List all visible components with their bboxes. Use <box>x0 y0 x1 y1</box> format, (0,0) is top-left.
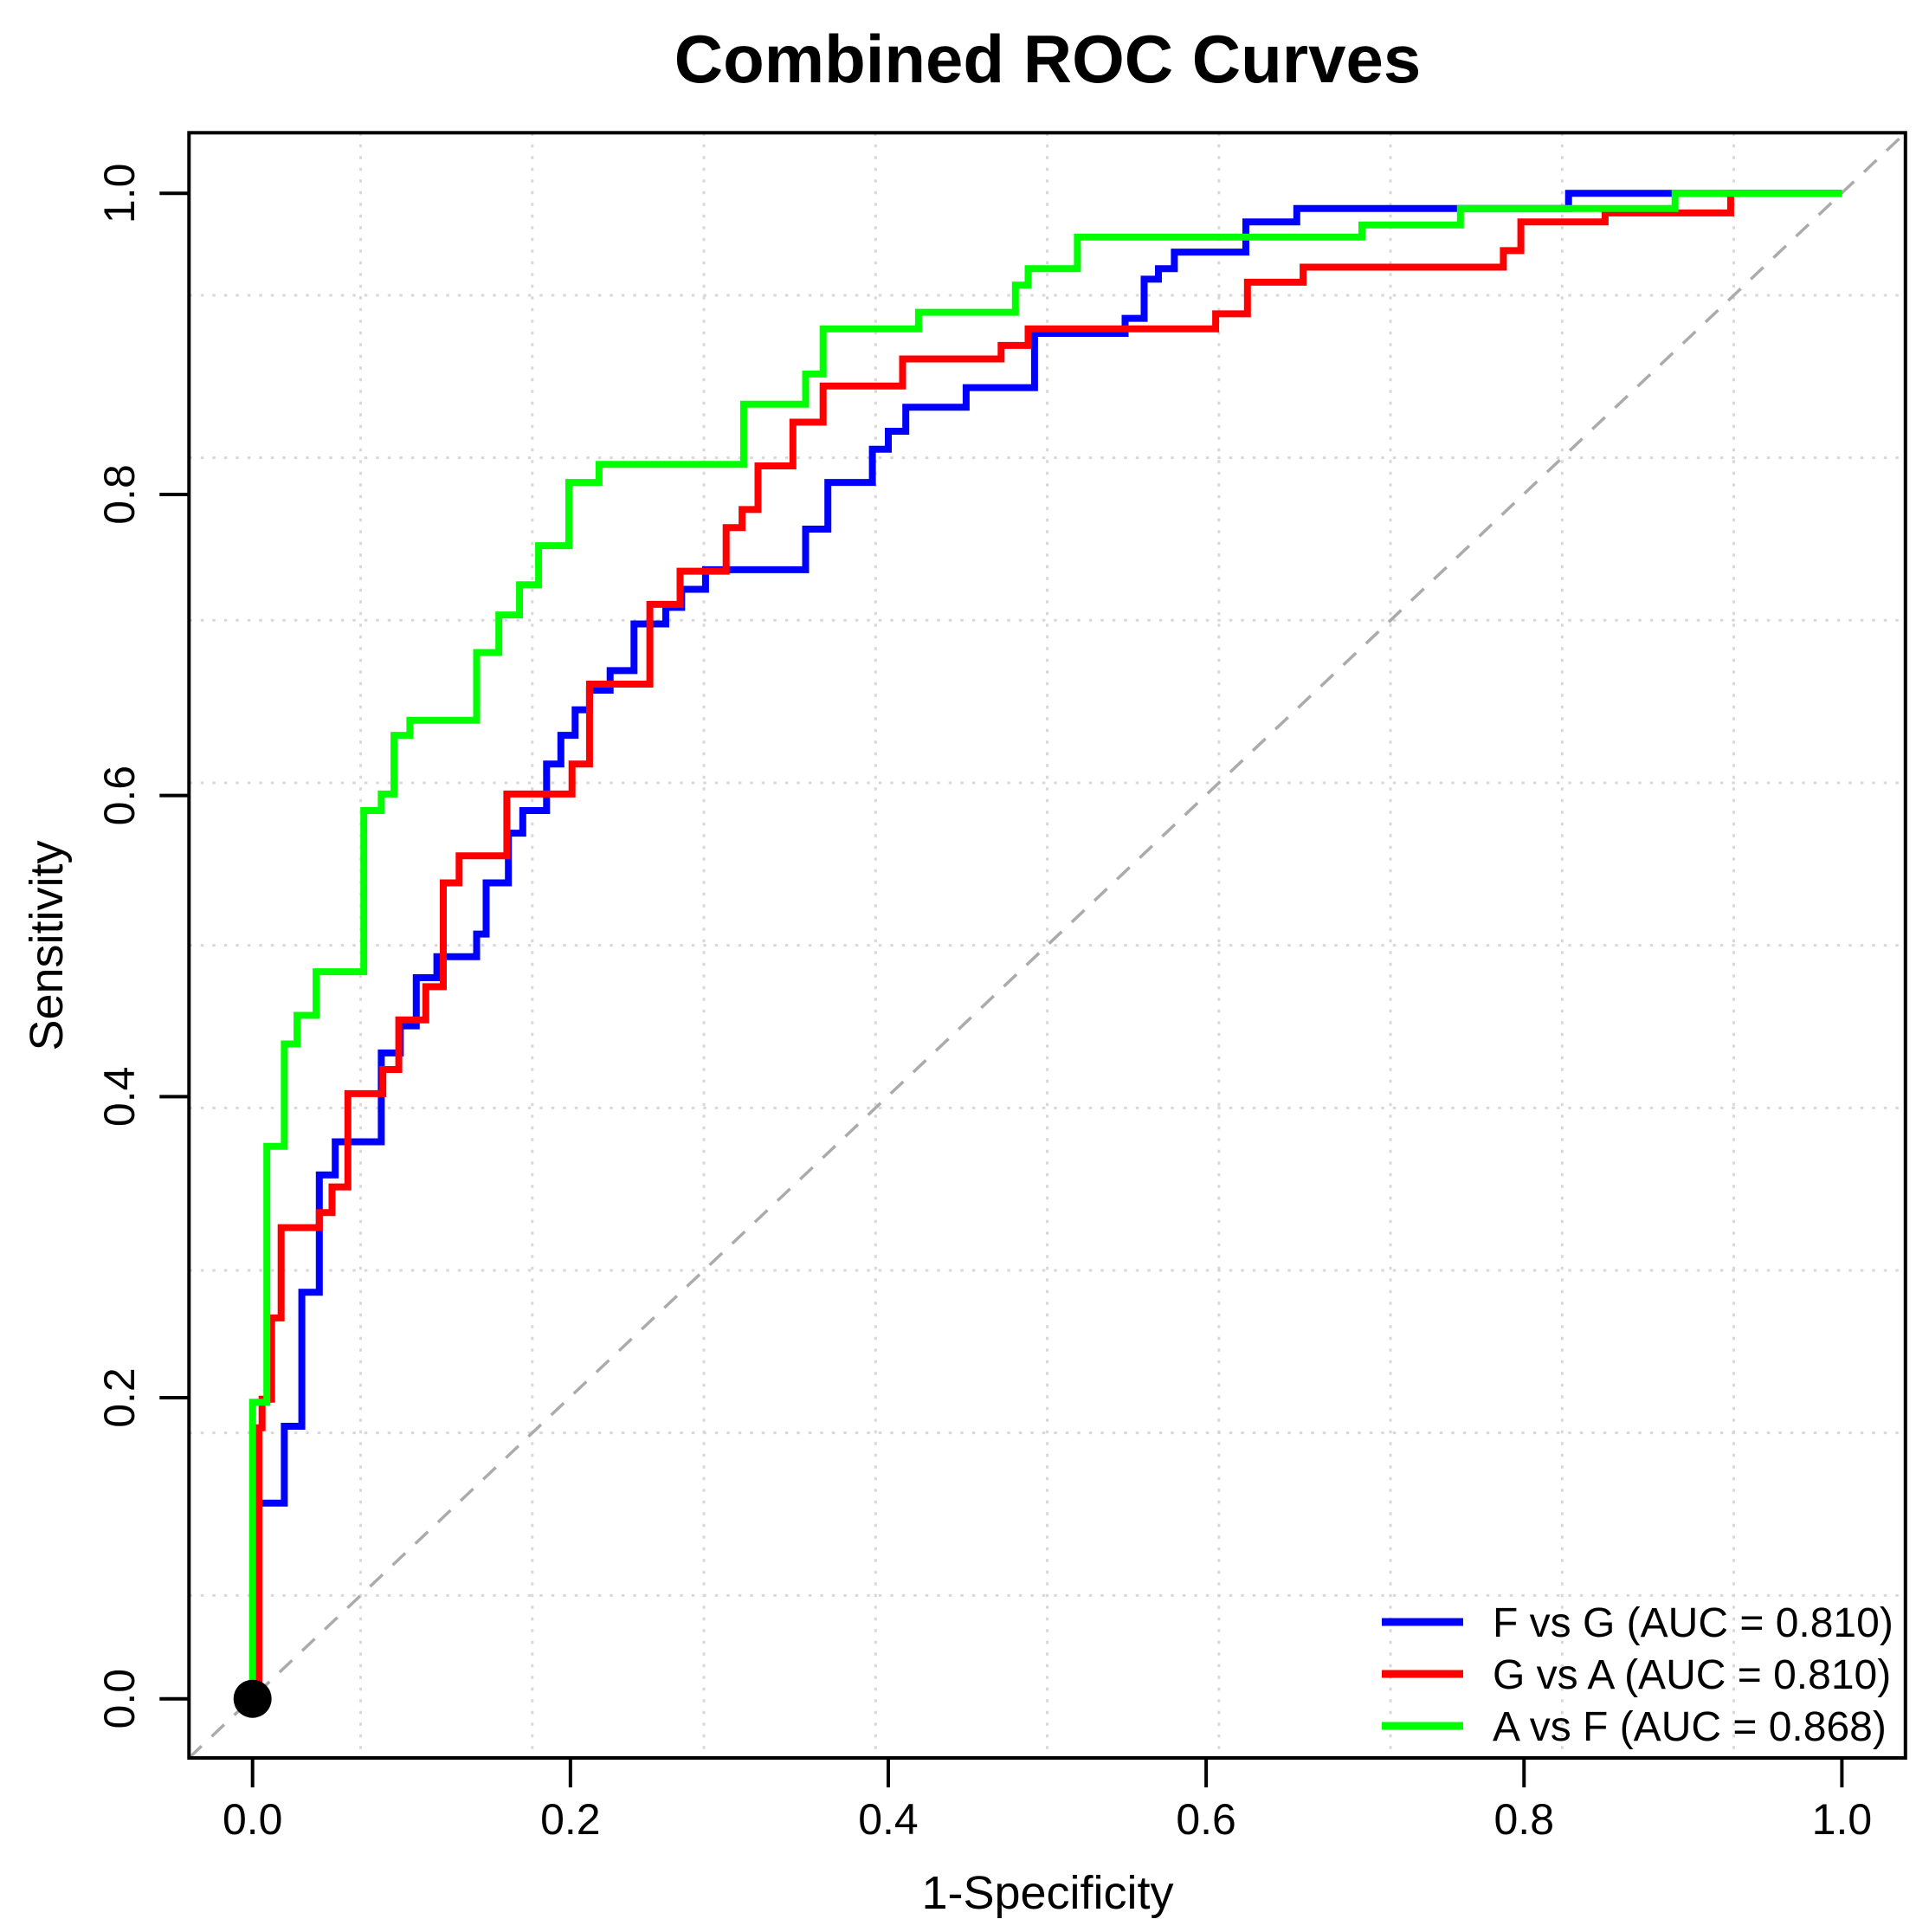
grid-lines <box>189 132 1906 1758</box>
origin-point-marker <box>233 1679 272 1718</box>
y-axis-tick-label: 0.0 <box>95 1669 144 1729</box>
x-axis-tick-label: 0.6 <box>1176 1795 1236 1844</box>
y-axis-tick-label: 0.2 <box>95 1367 144 1428</box>
legend-entry-label: G vs A (AUC = 0.810) <box>1493 1652 1891 1698</box>
y-axis-tick-label: 0.6 <box>95 766 144 826</box>
x-axis-tick-label: 0.8 <box>1494 1795 1555 1844</box>
roc-curve-f-vs-g <box>252 190 1842 1703</box>
y-axis-tick-label: 0.4 <box>95 1067 144 1128</box>
diagonal-reference-line <box>188 132 1907 1760</box>
y-axis-tick-label: 1.0 <box>95 164 144 224</box>
roc-curve-g-vs-a <box>252 190 1842 1703</box>
x-axis: 0.0 0.2 0.4 0.6 0.8 1.0 <box>223 1758 1872 1844</box>
legend-entry-label: F vs G (AUC = 0.810) <box>1493 1600 1893 1646</box>
y-axis-title: Sensitivity <box>21 840 73 1050</box>
chart-title: Combined ROC Curves <box>674 21 1421 97</box>
x-axis-tick-label: 1.0 <box>1812 1795 1873 1844</box>
y-axis-tick-label: 0.8 <box>95 464 144 525</box>
x-axis-tick-label: 0.2 <box>540 1795 601 1844</box>
x-axis-title: 1-Specificity <box>921 1867 1173 1919</box>
y-axis: 0.0 0.2 0.4 0.6 0.8 1.0 <box>95 164 190 1729</box>
plot-border <box>187 131 1907 1760</box>
legend-entry-label: A vs F (AUC = 0.868) <box>1493 1704 1887 1750</box>
x-axis-tick-label: 0.0 <box>223 1795 283 1844</box>
legend: F vs G (AUC = 0.810) G vs A (AUC = 0.810)… <box>1382 1600 1893 1750</box>
roc-curve-a-vs-f <box>248 190 1842 1699</box>
x-axis-tick-label: 0.4 <box>858 1795 919 1844</box>
